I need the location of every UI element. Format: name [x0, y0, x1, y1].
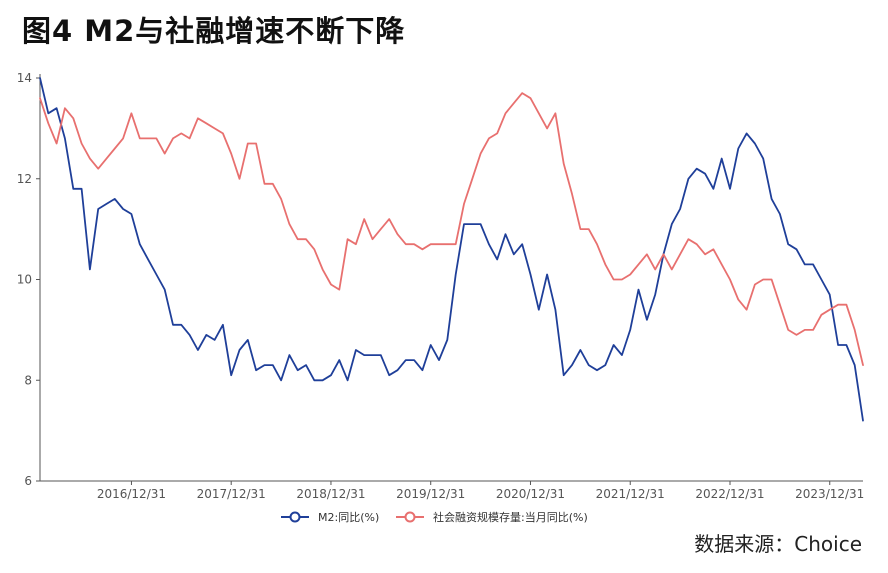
y-tick-label: 14 — [17, 71, 32, 85]
y-tick-label: 8 — [24, 373, 32, 387]
chart-title: 图4 M2与社融增速不断下降 — [22, 14, 406, 48]
x-tick-label: 2023/12/31 — [795, 487, 864, 501]
x-tick-label: 2018/12/31 — [296, 487, 365, 501]
x-tick-label: 2019/12/31 — [396, 487, 465, 501]
series-layer — [39, 77, 864, 422]
x-tick-label: 2022/12/31 — [695, 487, 764, 501]
legend-swatch-marker — [404, 511, 416, 523]
legend: M2:同比(%) 社会融资规模存量:当月同比(%) — [281, 510, 588, 524]
x-tick-label: 2021/12/31 — [596, 487, 665, 501]
legend-label: M2:同比(%) — [318, 511, 379, 524]
legend-label: 社会融资规模存量:当月同比(%) — [433, 510, 588, 524]
series-line-m2 — [39, 77, 864, 422]
axes: 6 8 10 12 14 2016/12/31 2017/12/31 2018/12/31 20… — [17, 71, 865, 501]
series-line-social-financing — [39, 92, 864, 367]
y-tick-label: 10 — [17, 273, 32, 287]
legend-swatch-marker — [289, 511, 301, 523]
source-note: 数据来源：Choice — [694, 532, 862, 556]
x-tick-label: 2020/12/31 — [496, 487, 565, 501]
y-tick-label: 6 — [24, 474, 32, 488]
y-tick-label: 12 — [17, 172, 32, 186]
x-tick-label: 2017/12/31 — [197, 487, 266, 501]
x-tick-label: 2016/12/31 — [97, 487, 166, 501]
